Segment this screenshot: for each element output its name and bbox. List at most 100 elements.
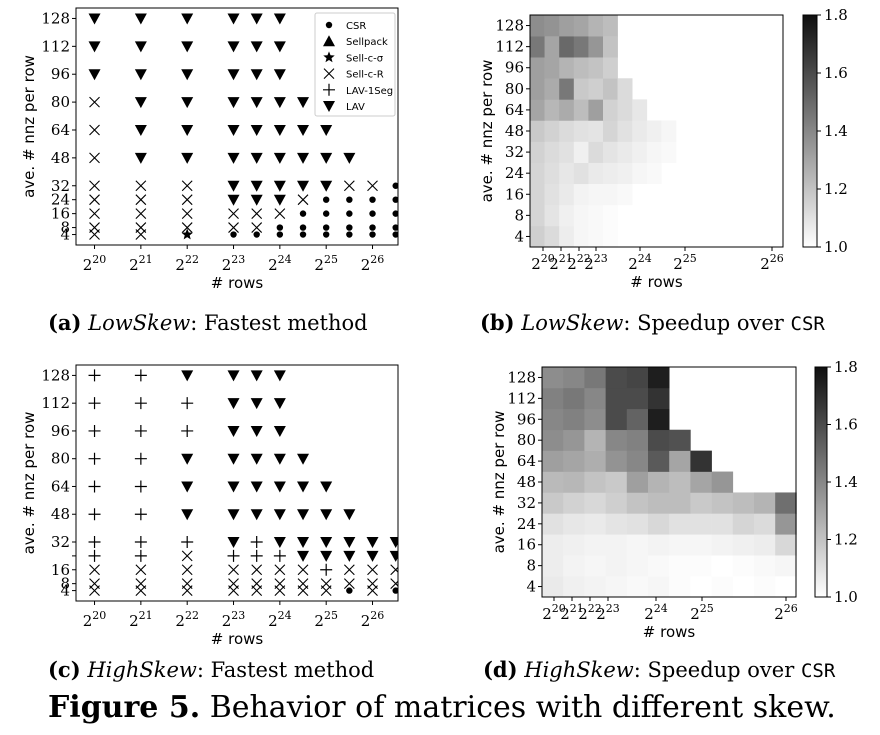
heatmap-cell — [563, 367, 585, 389]
data-point-lav — [181, 152, 194, 164]
data-point-sellcr — [89, 194, 100, 206]
data-point-lav1seg — [320, 563, 333, 576]
x-tick-label: 220 — [542, 602, 566, 623]
heatmap-cell — [775, 576, 797, 598]
data-point-lav1seg — [134, 549, 147, 562]
heatmap-cell — [603, 120, 618, 142]
heatmap-cell — [732, 555, 755, 577]
data-point-lav — [320, 180, 333, 192]
heatmap-cell — [584, 408, 606, 431]
x-tick-label: 226 — [361, 253, 385, 274]
data-point-lav — [320, 152, 333, 164]
data-point-lav — [343, 509, 356, 521]
data-point-lav — [250, 69, 263, 81]
heatmap-cell — [584, 555, 606, 577]
data-point-lav — [320, 509, 333, 521]
caption-d-mono: CSR — [800, 660, 836, 682]
data-point-lav — [297, 180, 310, 192]
data-point-lav1seg — [88, 536, 101, 548]
heatmap-cell — [626, 534, 649, 556]
heatmap-cell — [646, 141, 662, 163]
data-point-sellcr — [181, 180, 193, 192]
heatmap-cell — [617, 78, 633, 100]
heatmap-cell — [544, 141, 560, 163]
caption-c-text: : Fastest method — [196, 658, 375, 682]
data-point-lav — [181, 13, 194, 25]
y-tick-label: 32 — [51, 177, 70, 195]
heatmap-cells — [530, 15, 677, 248]
heatmap-cell — [603, 57, 618, 79]
data-point-lav — [227, 69, 240, 81]
heatmap-cell — [584, 534, 606, 556]
data-point-lav — [343, 152, 356, 164]
heatmap-cell — [573, 141, 589, 163]
y-tick-label: 16 — [517, 536, 536, 554]
data-point-sellcr — [135, 180, 147, 192]
data-point-lav — [227, 398, 240, 410]
heatmap-cell — [559, 15, 575, 37]
data-point-lav — [320, 124, 333, 136]
data-point-sellcr — [367, 180, 378, 192]
y-tick-label: 16 — [505, 185, 524, 203]
data-point-lav — [273, 152, 286, 164]
y-tick-label: 8 — [60, 219, 70, 237]
data-point-csr — [392, 224, 398, 231]
x-axis-label: # rows — [211, 274, 264, 292]
data-point-lav — [134, 69, 147, 81]
data-point-csr — [230, 231, 237, 238]
heatmap-cell — [732, 492, 755, 514]
heatmap-cell — [732, 513, 755, 535]
data-point-csr — [322, 210, 330, 217]
heatmap-cell — [530, 162, 545, 185]
data-point-lav — [227, 97, 240, 109]
data-point-csr — [369, 210, 376, 217]
data-point-sellcr — [135, 229, 147, 240]
legend-marker-lav1seg — [323, 83, 335, 96]
data-point-lav — [273, 453, 286, 465]
data-point-sellcr — [297, 564, 309, 576]
heatmap-cell — [661, 120, 677, 142]
heatmap-cell — [669, 429, 691, 451]
heatmap-cell — [626, 408, 649, 431]
heatmap-cell — [588, 15, 604, 37]
heatmap-cell — [732, 534, 755, 556]
y-tick-label: 4 — [526, 578, 536, 596]
x-tick-label: 221 — [560, 602, 584, 623]
data-point-lav — [88, 69, 101, 81]
heatmap-cell — [617, 141, 633, 163]
heatmap-cell — [559, 183, 575, 206]
legend-label-csr: CSR — [346, 21, 366, 32]
data-point-sellcr — [320, 585, 332, 596]
heatmap-cell — [648, 555, 670, 577]
heatmap-cell — [584, 387, 606, 410]
data-point-lav1seg — [134, 452, 147, 465]
heatmap-cell — [559, 57, 575, 79]
data-point-lav — [227, 453, 240, 465]
x-tick-label: 225 — [673, 252, 697, 273]
data-point-lav — [273, 509, 286, 521]
heatmap-cell — [542, 555, 564, 577]
heatmap-cell — [542, 367, 564, 389]
heatmap-cell — [542, 450, 564, 472]
data-point-sellcr — [343, 578, 355, 590]
heatmap-cell — [603, 204, 618, 227]
caption-c-name: HighSkew — [87, 658, 197, 682]
heatmap-cell — [530, 204, 545, 227]
y-tick-label: 80 — [51, 450, 70, 468]
heatmap-cell — [563, 471, 585, 493]
heatmap-cell — [542, 576, 564, 598]
data-point-lav1seg — [88, 549, 101, 562]
data-point-sellcsigma — [181, 228, 193, 240]
heatmap-cell — [603, 225, 618, 248]
data-point-lav1seg — [88, 424, 101, 437]
caption-d-text: : Speedup over — [633, 658, 801, 682]
heatmap-cell — [626, 450, 649, 472]
heatmap-cell — [605, 471, 628, 493]
caption-d-name: HighSkew — [524, 658, 634, 682]
y-tick-label: 48 — [505, 122, 524, 140]
heatmap-cell — [542, 492, 564, 514]
heatmap-cell — [648, 534, 670, 556]
data-point-lav — [88, 13, 101, 25]
y-tick-label: 64 — [51, 121, 70, 139]
data-point-lav1seg — [134, 480, 147, 493]
